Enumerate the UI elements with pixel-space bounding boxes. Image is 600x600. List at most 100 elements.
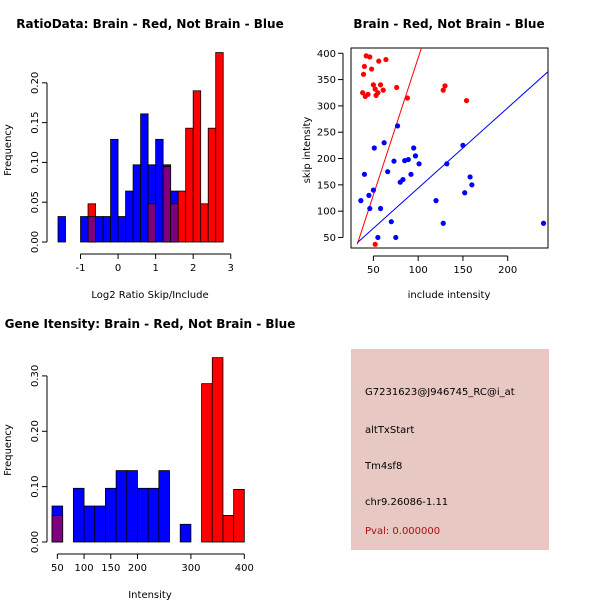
gene-intensity-ylabel: Frequency <box>3 424 14 476</box>
scatter-x-tick-label: 150 <box>453 265 472 276</box>
gene-intensity-bar <box>158 470 170 543</box>
gene-intensity-overlap-bar <box>51 515 64 543</box>
not-brain-point <box>367 205 373 212</box>
ratio-histogram-bar <box>110 138 119 243</box>
not-brain-point <box>405 156 411 163</box>
ratio-histogram-ylabel: Frequency <box>3 124 14 176</box>
ratio-histogram-bar <box>140 113 149 243</box>
brain-point <box>375 90 381 96</box>
scatter-y-tick-label: 250 <box>317 128 336 139</box>
gene-intensity-x-tick-label: 200 <box>128 563 147 574</box>
not-brain-point <box>467 174 473 180</box>
not-brain-point <box>440 220 446 226</box>
gene-intensity-y-tick-label: 0.20 <box>30 420 41 442</box>
not-brain-point <box>393 234 399 241</box>
ratio-histogram-x-tick-label: 0 <box>115 263 121 274</box>
ratio-histogram-bar <box>215 52 224 243</box>
brain-point <box>360 90 366 96</box>
scatter-x-tick-label: 100 <box>409 265 428 276</box>
gene-intensity-y-tick-label: 0.30 <box>30 365 41 387</box>
brain-point <box>372 86 378 92</box>
scatter-y-tick-label: 200 <box>317 154 336 165</box>
ratio-histogram-overlap-bar <box>170 203 179 243</box>
ratio-histogram-bar <box>102 216 111 243</box>
brain-point <box>365 91 371 97</box>
gene-intensity-y-tick-label: 0.00 <box>30 531 41 553</box>
gene-intensity-histogram: Gene Itensity: Brain - Red, Not Brain - … <box>3 317 295 600</box>
scatter-y-tick-label: 300 <box>317 101 336 112</box>
not-brain-point <box>416 161 422 167</box>
ratio-histogram-overlap-bar <box>147 203 157 243</box>
not-brain-point <box>462 190 468 196</box>
ratio-histogram-x-tick-label: 2 <box>190 263 196 274</box>
brain-point <box>376 58 382 64</box>
brain-point <box>404 95 411 101</box>
not-brain-point <box>460 142 466 148</box>
gene-intensity-bar <box>126 470 138 543</box>
ratio-histogram-bar <box>95 216 104 243</box>
brain-point <box>372 241 378 247</box>
not-brain-point <box>394 123 401 129</box>
ratio-histogram-xlabel: Log2 Ratio Skip/Include <box>91 290 208 301</box>
ratio-histogram-y-tick-label: 0.20 <box>30 72 41 94</box>
scatter-x-tick-label: 50 <box>367 265 380 276</box>
ratio-histogram-bar <box>132 164 142 243</box>
not-brain-point <box>366 192 372 198</box>
gene-intensity-x-tick-label: 50 <box>51 563 64 574</box>
gene-info-panel: G7231623@J946745_RC@i_at altTxStart Tm4s… <box>351 349 549 550</box>
not-brain-point <box>361 171 368 177</box>
gene-intensity-y-tick-label: 0.10 <box>30 476 41 498</box>
scatter-y-tick-label: 150 <box>317 180 336 191</box>
brain-point <box>361 63 368 70</box>
ratio-histogram-bar <box>117 216 126 243</box>
scatter-plot-frame <box>350 47 549 249</box>
ratio-histogram-bar <box>80 216 89 243</box>
gene-intensity-xlabel: Intensity <box>128 590 172 600</box>
not-brain-point <box>411 145 417 151</box>
gene-intensity-bar <box>105 487 117 543</box>
gene-intensity-bar <box>94 505 106 543</box>
gene-intensity-x-tick-label: 400 <box>235 563 254 574</box>
gene-intensity-bar <box>222 515 235 543</box>
ratio-histogram-overlap-bar <box>162 165 172 243</box>
scatter-x-tick-label: 200 <box>498 265 517 276</box>
not-brain-point <box>371 145 377 151</box>
gene-intensity-bar <box>72 487 85 543</box>
gene-intensity-bar <box>179 523 192 543</box>
scatter-xlabel: include intensity <box>408 290 491 301</box>
brain-point <box>440 87 446 93</box>
ratio-histogram-bar <box>185 127 194 243</box>
scatter-title: Brain - Red, Not Brain - Blue <box>353 17 544 31</box>
not-brain-point <box>391 158 397 164</box>
not-brain-point <box>377 205 384 212</box>
not-brain-point <box>381 140 387 146</box>
ratio-histogram-x-tick-label: -1 <box>76 263 86 274</box>
gene-intensity-bar <box>115 470 128 543</box>
gene-intensity-x-tick-label: 300 <box>181 563 200 574</box>
brain-point <box>394 84 400 91</box>
intensity-scatter-plot: Brain - Red, Not Brain - Blue 50 100 150 20… <box>302 17 549 301</box>
not-brain-point <box>385 169 391 175</box>
scatter-y-tick-label: 350 <box>317 75 336 86</box>
ratio-histogram-y-tick-label: 0.15 <box>30 111 41 133</box>
not-brain-point <box>540 220 547 226</box>
gene-intensity-bar <box>137 487 149 543</box>
gene-name-text: Tm4sf8 <box>365 461 403 472</box>
gene-intensity-x-tick-label: 100 <box>75 563 94 574</box>
ratio-histogram-bar <box>57 216 66 243</box>
not-brain-point <box>375 234 381 241</box>
ratio-histogram-bar <box>155 138 164 243</box>
brain-point <box>383 56 389 63</box>
ratio-histogram-bar <box>177 190 187 243</box>
scatter-y-tick-label: 50 <box>323 233 336 244</box>
gene-intensity-x-tick-label: 150 <box>101 563 120 574</box>
ratio-histogram-bar <box>192 90 202 243</box>
brain-point <box>370 82 376 88</box>
not-brain-point <box>469 182 475 188</box>
not-brain-point <box>412 153 419 159</box>
gene-intensity-bar <box>83 505 96 543</box>
not-brain-point <box>408 171 414 177</box>
event-type-text: altTxStart <box>365 425 415 436</box>
not-brain-point <box>370 187 376 193</box>
